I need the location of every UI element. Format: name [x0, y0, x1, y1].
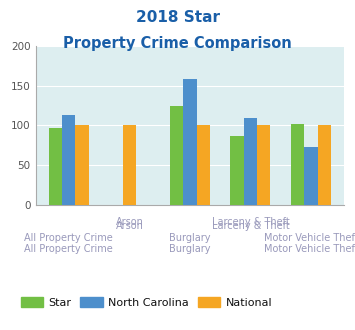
- Bar: [62, 115, 76, 205]
- Bar: [291, 124, 304, 205]
- Bar: [257, 125, 271, 205]
- Text: Larceny & Theft: Larceny & Theft: [212, 217, 289, 227]
- Bar: [183, 79, 197, 205]
- Bar: [170, 106, 183, 205]
- Bar: [197, 125, 210, 205]
- Bar: [76, 125, 89, 205]
- Text: All Property Crime: All Property Crime: [24, 244, 113, 254]
- Bar: [230, 136, 244, 205]
- Text: Burglary: Burglary: [169, 233, 211, 243]
- Text: Larceny & Theft: Larceny & Theft: [212, 221, 289, 231]
- Text: Property Crime Comparison: Property Crime Comparison: [63, 36, 292, 51]
- Text: Motor Vehicle Theft: Motor Vehicle Theft: [264, 233, 355, 243]
- Text: All Property Crime: All Property Crime: [24, 233, 113, 243]
- Bar: [49, 128, 62, 205]
- Bar: [304, 147, 318, 205]
- Text: Arson: Arson: [115, 221, 143, 231]
- Legend: Star, North Carolina, National: Star, North Carolina, National: [16, 292, 277, 312]
- Text: 2018 Star: 2018 Star: [136, 10, 219, 25]
- Bar: [318, 125, 331, 205]
- Text: Motor Vehicle Theft: Motor Vehicle Theft: [264, 244, 355, 254]
- Text: Arson: Arson: [115, 217, 143, 227]
- Bar: [244, 118, 257, 205]
- Bar: [123, 125, 136, 205]
- Text: Burglary: Burglary: [169, 244, 211, 254]
